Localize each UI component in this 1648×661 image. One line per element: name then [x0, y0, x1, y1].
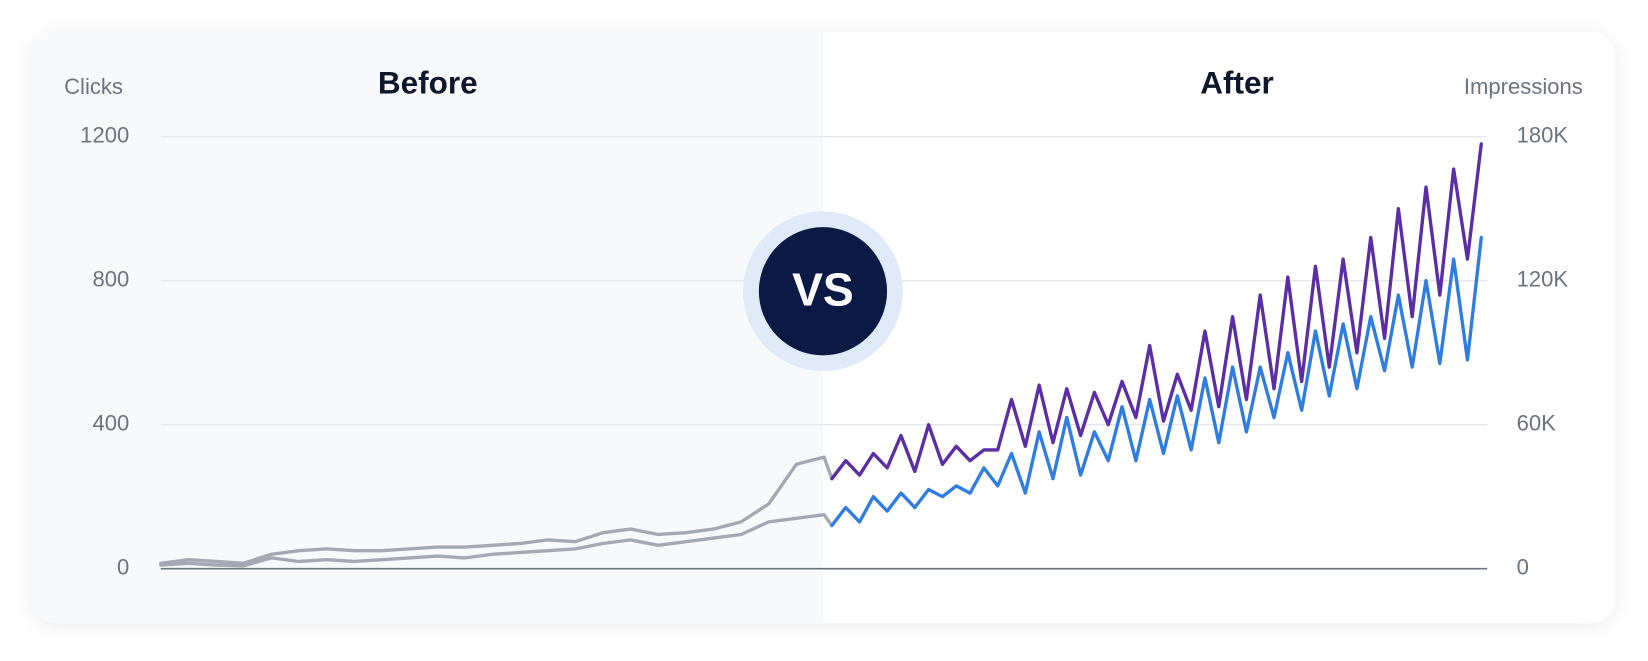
section-title: Before — [378, 65, 478, 101]
lines — [159, 142, 1483, 568]
y-tick-label: 400 — [92, 411, 129, 436]
vs-label: VS — [792, 264, 854, 316]
series-line — [159, 513, 834, 568]
series-line — [830, 235, 1483, 528]
section-title: After — [1200, 65, 1274, 101]
y-tick-label: 1200 — [80, 123, 129, 148]
vs-badge — [758, 227, 888, 356]
y2-axis-label: Impressions — [1464, 74, 1583, 99]
y2-tick-label: 120K — [1517, 267, 1569, 292]
y2-tick-label: 0 — [1517, 555, 1529, 580]
y-tick-label: 800 — [92, 267, 129, 292]
series-line — [830, 142, 1483, 481]
y-axis-label: Clicks — [64, 74, 123, 99]
y-tick-label: 0 — [117, 555, 129, 580]
y2-tick-label: 180K — [1517, 123, 1569, 148]
before-panel — [31, 31, 823, 624]
y2-tick-label: 60K — [1517, 411, 1557, 436]
series-line — [159, 455, 834, 565]
